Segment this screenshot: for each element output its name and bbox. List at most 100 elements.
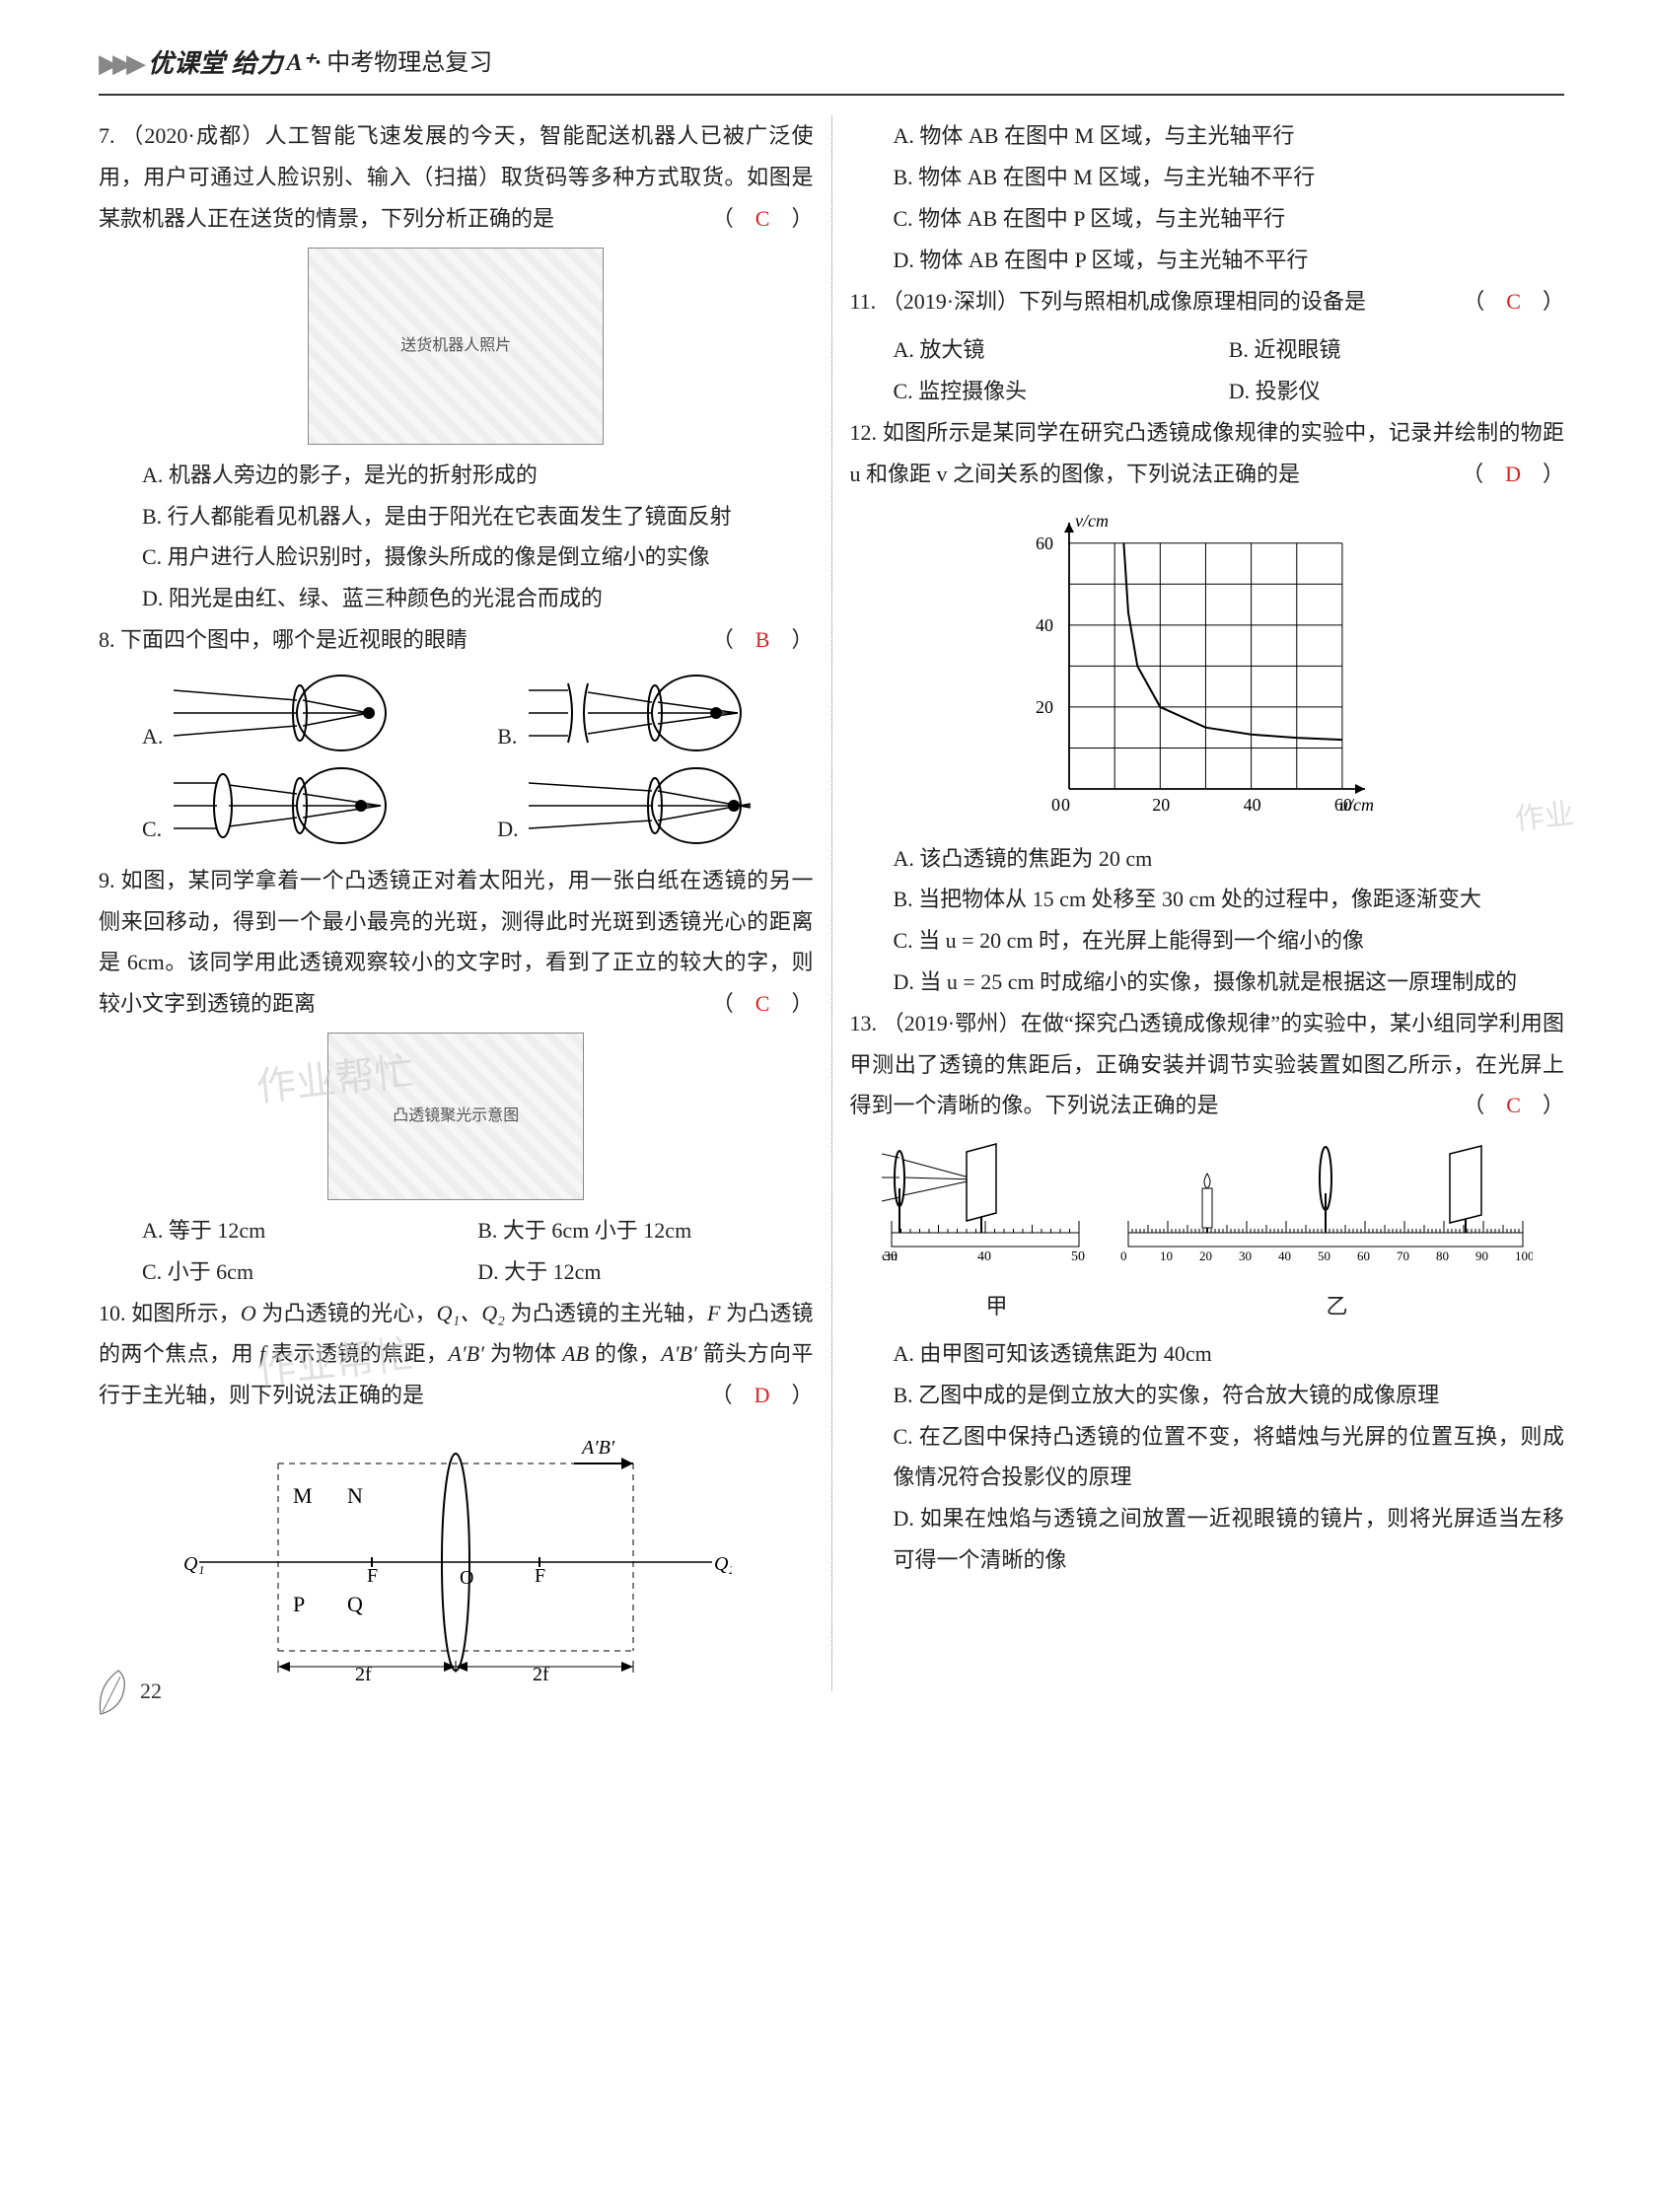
svg-text:20: 20 <box>1199 1249 1212 1263</box>
q13-opt-c: C. 在乙图中保持凸透镜的位置不变，将蜡烛与光屏的位置互换，则成像情况符合投影仪… <box>894 1416 1565 1499</box>
q12-opt-a: A. 该凸透镜的焦距为 20 cm <box>894 838 1565 880</box>
q8-opt-d: D. <box>497 809 521 850</box>
q10-opt-a: A. 物体 AB 在图中 M 区域，与主光轴平行 <box>894 115 1565 157</box>
q10-diagram: F F O Q₁ Q₂ M N P Q A′B′ <box>180 1424 732 1680</box>
q8-eye-b-icon <box>529 669 755 757</box>
svg-text:P: P <box>293 1592 305 1616</box>
q7-figure: 送货机器人照片 <box>308 248 604 445</box>
question-11: 11. （2019·深圳）下列与照相机成像原理相同的设备是 （ C ） <box>850 281 1565 322</box>
q13-jia-label: 甲 <box>894 1286 1101 1327</box>
q10-answer: D <box>755 1383 770 1407</box>
svg-text:O: O <box>460 1567 473 1589</box>
svg-text:100: 100 <box>1515 1249 1533 1263</box>
q13-figure-yi: 0102030405060708090100 <box>1118 1134 1533 1282</box>
q7-opt-b: B. 行人都能看见机器人，是由于阳光在它表面发生了镜面反射 <box>142 496 814 537</box>
q10-number: 10. <box>99 1301 126 1325</box>
svg-text:M: M <box>293 1483 313 1508</box>
svg-text:50: 50 <box>1318 1249 1330 1263</box>
question-9: 9. 如图，某同学拿着一个凸透镜正对着太阳光，用一张白纸在透镜的另一侧来回移动，… <box>99 860 814 1025</box>
q12-opt-d: D. 当 u = 25 cm 时成缩小的实像，摄像机就是根据这一原理制成的 <box>894 962 1565 1003</box>
svg-text:20: 20 <box>1036 696 1053 716</box>
q11-opt-a: A. 放大镜 <box>894 329 1229 371</box>
q13-stem: （2019·鄂州）在做“探究凸透镜成像规律”的实验中，某小组同学利用图甲测出了透… <box>850 1011 1565 1118</box>
q7-figure-label: 送货机器人照片 <box>400 331 511 361</box>
q7-answer: C <box>755 206 770 231</box>
q8-number: 8. <box>99 627 115 652</box>
q13-opt-b: B. 乙图中成的是倒立放大的实像，符合放大镜的成像原理 <box>894 1375 1565 1416</box>
q9-answer-slot: （ C ） <box>712 983 814 1025</box>
svg-text:80: 80 <box>1436 1249 1449 1263</box>
q13-opt-a: A. 由甲图可知该透镜焦距为 40cm <box>894 1333 1565 1375</box>
q13-figure-jia: 304050cm <box>882 1134 1089 1282</box>
q12-opt-c: C. 当 u = 20 cm 时，在光屏上能得到一个缩小的像 <box>894 920 1565 962</box>
svg-text:v/cm: v/cm <box>1075 511 1109 531</box>
svg-text:50: 50 <box>1071 1249 1085 1264</box>
q7-opt-d: D. 阳光是由红、绿、蓝三种颜色的光混合而成的 <box>142 578 814 619</box>
q10-opt-b: B. 物体 AB 在图中 M 区域，与主光轴不平行 <box>894 157 1565 198</box>
svg-text:0: 0 <box>1120 1249 1127 1263</box>
q11-stem: （2019·深圳）下列与照相机成像原理相同的设备是 <box>882 289 1366 314</box>
svg-text:A′B′: A′B′ <box>580 1437 615 1459</box>
q11-answer-slot: （ C ） <box>1463 281 1564 322</box>
q12-answer-slot: （ D ） <box>1462 454 1564 495</box>
q9-answer: C <box>755 991 770 1016</box>
q7-number: 7. <box>99 123 115 148</box>
column-left: 7. （2020·成都）人工智能飞速发展的今天，智能配送机器人已被广泛使用，用户… <box>99 115 832 1690</box>
q10-opt-d: D. 物体 AB 在图中 P 区域，与主光轴不平行 <box>894 240 1565 281</box>
q8-opt-a: A. <box>142 716 166 757</box>
q9-figure: 凸透镜聚光示意图 <box>327 1033 584 1200</box>
q13-number: 13. <box>850 1011 878 1035</box>
question-10: 10. 如图所示，O 为凸透镜的光心，Q₁、Q₂ 为凸透镜的主光轴，F 为凸透镜… <box>99 1293 814 1416</box>
header-arrows-icon: ▶▶▶ <box>99 39 140 88</box>
page-number: 22 <box>140 1671 162 1712</box>
q13-opt-d: D. 如果在烛焰与透镜之间放置一近视眼镜的镜片，则将光屏适当左移可得一个清晰的像 <box>894 1498 1565 1581</box>
svg-text:60: 60 <box>1036 533 1053 552</box>
question-8: 8. 下面四个图中，哪个是近视眼的眼睛 （ B ） <box>99 619 814 661</box>
q8-eye-c-icon <box>174 761 400 850</box>
svg-text:10: 10 <box>1160 1249 1173 1263</box>
q11-opt-c: C. 监控摄像头 <box>894 371 1229 412</box>
q9-opt-c: C. 小于 6cm <box>142 1251 477 1293</box>
q8-eye-a-icon <box>174 669 400 757</box>
q9-number: 9. <box>99 868 115 892</box>
q7-opt-a: A. 机器人旁边的影子，是光的折射形成的 <box>142 455 814 496</box>
q12-chart: 02040602040600v/cmu/cm <box>1000 503 1414 828</box>
svg-text:70: 70 <box>1397 1249 1409 1263</box>
q7-answer-slot: （ C ） <box>712 198 814 240</box>
q11-opt-d: D. 投影仪 <box>1229 371 1564 412</box>
q12-opt-b: B. 当把物体从 15 cm 处移至 30 cm 处的过程中，像距逐渐变大 <box>894 879 1565 920</box>
q8-opt-b: B. <box>497 716 521 757</box>
svg-text:F: F <box>535 1565 545 1587</box>
svg-text:F: F <box>367 1565 378 1587</box>
brand-aplus: A⁺· <box>287 41 322 87</box>
svg-text:Q₁: Q₁ <box>183 1553 204 1575</box>
q8-answer-slot: （ B ） <box>712 619 814 661</box>
svg-text:40: 40 <box>1278 1249 1291 1263</box>
q7-stem: （2020·成都）人工智能飞速发展的今天，智能配送机器人已被广泛使用，用户可通过… <box>99 123 814 231</box>
brand-text: 优课堂 给力 <box>148 39 283 88</box>
q11-opt-b: B. 近视眼镜 <box>1229 329 1564 371</box>
svg-text:40: 40 <box>977 1249 991 1264</box>
q8-eye-d-icon <box>529 761 755 850</box>
question-7: 7. （2020·成都）人工智能飞速发展的今天，智能配送机器人已被广泛使用，用户… <box>99 115 814 239</box>
q12-number: 12. <box>850 420 878 445</box>
q9-opt-b: B. 大于 6cm 小于 12cm <box>477 1210 813 1251</box>
svg-text:0: 0 <box>1061 795 1070 815</box>
q13-answer: C <box>1506 1093 1521 1117</box>
svg-text:Q₂: Q₂ <box>714 1553 732 1575</box>
q8-answer: B <box>755 627 770 652</box>
question-12: 12. 如图所示是某同学在研究凸透镜成像规律的实验中，记录并绘制的物距 u 和像… <box>850 412 1565 495</box>
q7-opt-c: C. 用户进行人脸识别时，摄像头所成的像是倒立缩小的实像 <box>142 536 814 578</box>
svg-text:2f: 2f <box>355 1664 372 1680</box>
q13-answer-slot: （ C ） <box>1463 1085 1564 1126</box>
svg-text:60: 60 <box>1357 1249 1370 1263</box>
svg-text:2f: 2f <box>533 1664 549 1680</box>
svg-text:Q: Q <box>347 1592 363 1616</box>
q8-opt-c: C. <box>142 809 166 850</box>
column-right: A. 物体 AB 在图中 M 区域，与主光轴平行 B. 物体 AB 在图中 M … <box>832 115 1565 1690</box>
svg-text:40: 40 <box>1036 614 1053 634</box>
page-header: ▶▶▶ 优课堂 给力 A⁺· 中考物理总复习 <box>99 39 1564 96</box>
svg-text:30: 30 <box>1239 1249 1252 1263</box>
q11-number: 11. <box>850 289 877 314</box>
q13-yi-label: 乙 <box>1130 1286 1545 1327</box>
